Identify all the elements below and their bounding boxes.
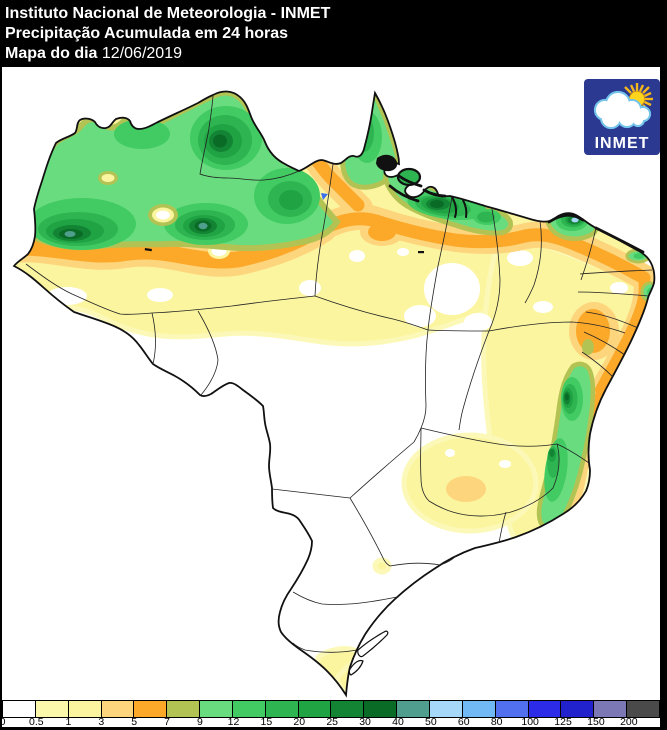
legend-label: 150: [587, 716, 605, 728]
legend-label: 7: [164, 716, 171, 728]
legend-cell: [265, 701, 299, 717]
precip-green-northwest: [20, 91, 341, 252]
legend-cell: [134, 701, 168, 717]
legend-cell: [3, 701, 36, 717]
legend-label: 0: [0, 716, 6, 728]
legend-label: 200: [620, 716, 638, 728]
legend-cell: [528, 701, 562, 717]
legend-cell: [298, 701, 332, 717]
legend: 0 0.5 1 3 5 7 9 12 15 20 25 30 40 50 60 80 100 125 150 200: [0, 698, 667, 730]
legend-cell: [627, 701, 659, 717]
legend-label: 30: [359, 716, 371, 728]
legend-label: 100: [521, 716, 539, 728]
legend-label: 5: [131, 716, 138, 728]
legend-cell: [364, 701, 398, 717]
legend-cell: [462, 701, 496, 717]
legend-label: 15: [260, 716, 273, 728]
cloud-icon: [593, 90, 652, 130]
legend-label: 40: [392, 716, 404, 728]
legend-label: 1: [65, 716, 72, 728]
page-subtitle: Precipitação Acumulada em 24 horas: [5, 25, 289, 42]
legend-label: 20: [293, 716, 306, 728]
legend-cell: [429, 701, 463, 717]
map-date-value: 12/06/2019: [101, 45, 182, 62]
legend-bar: [2, 700, 660, 718]
legend-cell: [167, 701, 201, 717]
precip-olive-spot: [582, 339, 594, 355]
logo-text: INMET: [595, 135, 650, 152]
map-date-label: Mapa do dia: [5, 45, 98, 62]
river-dashes: [144, 248, 424, 254]
legend-label: 80: [490, 716, 503, 728]
map-date-line: Mapa do dia 12/06/2019: [5, 44, 667, 64]
legend-cell: [594, 701, 628, 717]
legend-label: 9: [197, 716, 203, 728]
legend-cell: [101, 701, 135, 717]
legend-label: 125: [554, 716, 572, 728]
legend-cell: [397, 701, 430, 717]
legend-cell: [68, 701, 102, 717]
legend-cell: [561, 701, 595, 717]
legend-label: 12: [227, 716, 240, 728]
lagoons: [348, 630, 389, 676]
station-marker: [321, 193, 328, 200]
inmet-logo: INMET: [584, 79, 660, 155]
legend-labels: 0 0.5 1 3 5 7 9 12 15 20 25 30 40 50 60 80 100 125 150 200: [0, 717, 667, 728]
estuary-detail: [376, 154, 645, 254]
frame-left: [0, 0, 2, 730]
legend-label: 60: [457, 716, 470, 728]
legend-cell: [35, 701, 69, 717]
page-title: Instituto Nacional de Meteorologia - INM…: [5, 5, 331, 22]
legend-label: 0.5: [29, 716, 44, 728]
state-borders: [25, 95, 653, 653]
frame-right: [660, 0, 667, 730]
legend-cell: [232, 701, 266, 717]
legend-cell: [495, 701, 529, 717]
precip-green-amapa: [340, 91, 401, 190]
legend-cell: [331, 701, 365, 717]
legend-cell: [200, 701, 233, 717]
dry-holes-in-green: [98, 171, 178, 226]
legend-label: 50: [425, 716, 437, 728]
map-header: Instituto Nacional de Meteorologia - INM…: [0, 0, 667, 67]
precipitation-field: [14, 91, 655, 695]
legend-label: 25: [326, 716, 339, 728]
frame-bottom: [0, 727, 667, 730]
legend-label: 3: [98, 716, 105, 728]
